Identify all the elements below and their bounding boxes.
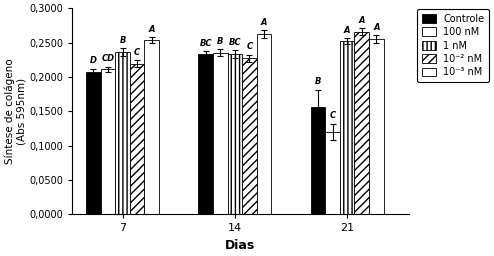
Bar	[369, 39, 384, 214]
Text: C: C	[134, 48, 140, 57]
Text: CD: CD	[101, 54, 115, 63]
Text: D: D	[90, 56, 97, 65]
Text: BC: BC	[200, 39, 212, 48]
Legend: Controle, 100 nM, 1 nM, 10⁻² nM, 10⁻³ nM: Controle, 100 nM, 1 nM, 10⁻² nM, 10⁻³ nM	[417, 9, 490, 82]
Bar	[311, 107, 325, 214]
Bar	[130, 64, 144, 214]
Text: C: C	[247, 42, 252, 51]
Bar	[144, 40, 159, 214]
Text: A: A	[359, 16, 365, 25]
Bar	[257, 34, 271, 214]
Y-axis label: Síntese de colágeno
(Abs 595nm): Síntese de colágeno (Abs 595nm)	[4, 58, 26, 164]
Text: A: A	[373, 23, 379, 31]
Text: BC: BC	[229, 38, 241, 47]
Bar	[115, 52, 130, 214]
Text: C: C	[329, 111, 335, 120]
Bar	[340, 41, 355, 214]
Bar	[242, 58, 257, 214]
Bar	[325, 132, 340, 214]
Bar	[101, 69, 115, 214]
Text: B: B	[217, 37, 223, 46]
Text: A: A	[149, 25, 155, 34]
Text: A: A	[344, 26, 350, 35]
Text: B: B	[120, 36, 126, 45]
Text: B: B	[315, 78, 321, 87]
Bar	[213, 53, 228, 214]
Bar	[355, 31, 369, 214]
Bar	[86, 72, 101, 214]
X-axis label: Dias: Dias	[225, 239, 255, 252]
Bar	[228, 54, 242, 214]
Bar	[199, 54, 213, 214]
Text: A: A	[261, 18, 267, 27]
